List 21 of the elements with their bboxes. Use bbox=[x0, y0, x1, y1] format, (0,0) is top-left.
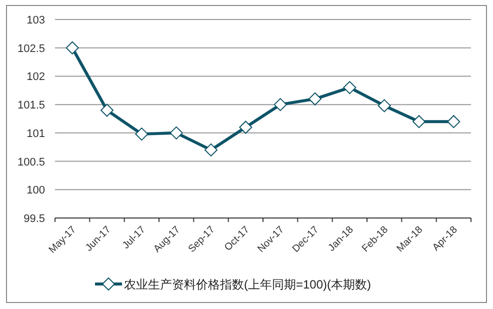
point bbox=[135, 128, 148, 141]
y-tick-label: 99.5 bbox=[24, 213, 45, 225]
y-tick-label: 100.5 bbox=[17, 156, 45, 168]
point bbox=[447, 115, 460, 128]
legend-label: 农业生产资料价格指数(上年同期=100)(本期数) bbox=[124, 278, 372, 292]
point bbox=[170, 126, 183, 140]
point bbox=[308, 92, 322, 106]
y-tick-label: 102.5 bbox=[17, 42, 45, 55]
y-tick-label: 103 bbox=[26, 14, 45, 26]
point bbox=[378, 99, 391, 112]
y-tick-label: 101 bbox=[26, 128, 45, 140]
point bbox=[66, 41, 79, 54]
point bbox=[412, 115, 426, 128]
y-tick-label: 100 bbox=[26, 184, 45, 197]
point bbox=[204, 143, 218, 156]
y-tick-label: 102 bbox=[26, 71, 45, 84]
point bbox=[274, 98, 287, 112]
point bbox=[343, 81, 356, 94]
y-tick-label: 101.5 bbox=[17, 100, 45, 112]
point bbox=[100, 104, 114, 117]
point bbox=[239, 120, 252, 134]
